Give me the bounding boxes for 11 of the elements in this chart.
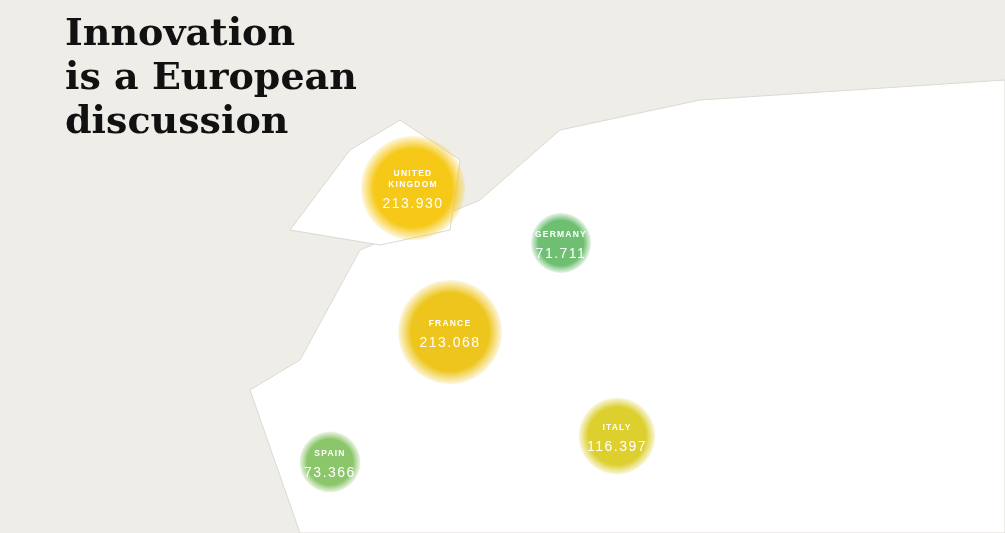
data-label: 213.068 bbox=[419, 333, 481, 350]
category-label: ITALY bbox=[602, 421, 632, 432]
category-label: SPAIN bbox=[314, 447, 346, 458]
data-label: 71.711 bbox=[535, 244, 587, 261]
category-label: FRANCE bbox=[428, 317, 472, 328]
text: Innovation is a European discussion bbox=[65, 9, 357, 142]
data-label: 73.366 bbox=[304, 463, 356, 480]
category-label: UNITED KINGDOM bbox=[388, 168, 438, 189]
data-label: 116.397 bbox=[586, 437, 648, 454]
data-label: 213.930 bbox=[382, 195, 444, 211]
category-label: GERMANY bbox=[535, 228, 587, 239]
